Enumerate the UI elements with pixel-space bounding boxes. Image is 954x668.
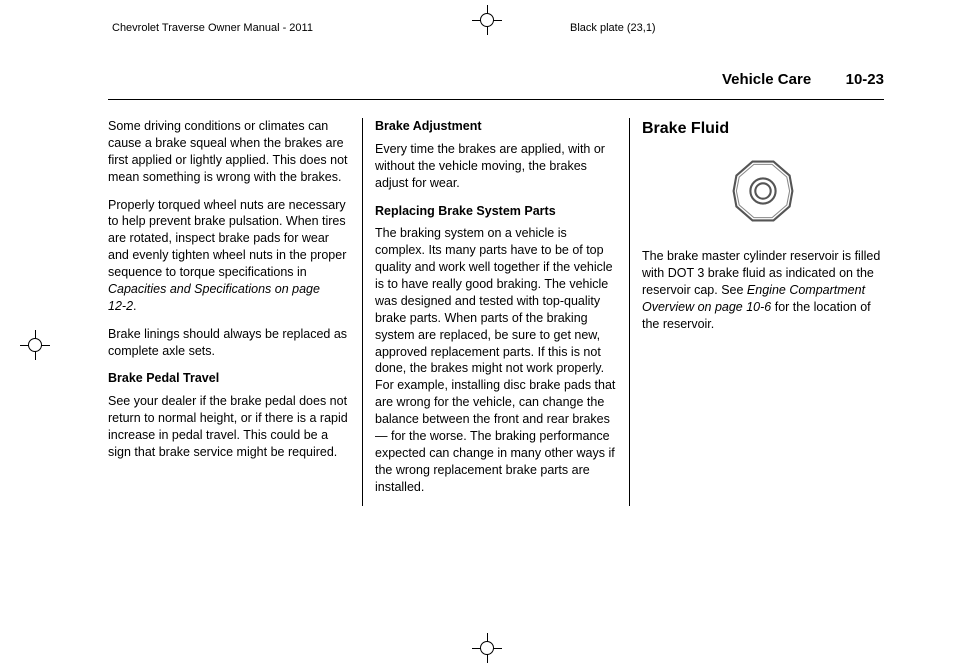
subheading: Replacing Brake System Parts [375, 203, 617, 220]
column-2: Brake Adjustment Every time the brakes a… [363, 118, 630, 506]
column-1: Some driving conditions or climates can … [108, 118, 363, 506]
body-text: Brake linings should always be replaced … [108, 326, 350, 360]
crop-mark-left-icon [20, 330, 50, 360]
crop-mark-bottom-icon [472, 633, 502, 663]
column-3: Brake Fluid The brake master cylinder re… [630, 118, 884, 506]
cross-reference: Capacities and Specifications on page 12… [108, 282, 320, 313]
body-text: Some driving conditions or climates can … [108, 118, 350, 186]
heading: Brake Fluid [642, 118, 884, 140]
page-content: Vehicle Care 10-23 Some driving conditio… [108, 71, 884, 506]
content-columns: Some driving conditions or climates can … [108, 118, 884, 506]
body-text: The brake master cylinder reservoir is f… [642, 248, 884, 332]
crop-mark-top-icon [472, 5, 502, 35]
section-title: Vehicle Care [722, 71, 811, 88]
brake-fluid-cap-icon [642, 156, 884, 231]
page-number: 10-23 [846, 71, 884, 88]
body-text: Properly torqued wheel nuts are necessar… [108, 197, 350, 315]
subheading: Brake Adjustment [375, 118, 617, 135]
page-header: Vehicle Care 10-23 [108, 71, 884, 100]
body-text: The braking system on a vehicle is compl… [375, 225, 617, 495]
header-manual-title: Chevrolet Traverse Owner Manual - 2011 [112, 22, 313, 34]
header-plate-info: Black plate (23,1) [570, 22, 656, 34]
subheading: Brake Pedal Travel [108, 370, 350, 387]
body-text: See your dealer if the brake pedal does … [108, 393, 350, 461]
body-text: Every time the brakes are applied, with … [375, 141, 617, 192]
